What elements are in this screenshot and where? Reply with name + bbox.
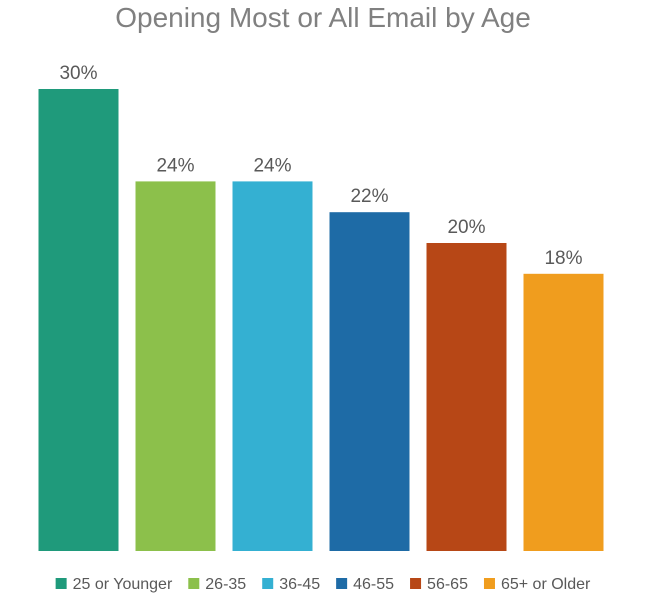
legend-item-26-35: 26-35 bbox=[188, 576, 246, 593]
legend-label: 25 or Younger bbox=[73, 576, 173, 593]
legend-item-36-45: 36-45 bbox=[262, 576, 320, 593]
bar-56-65 bbox=[426, 243, 507, 551]
legend-swatch bbox=[483, 578, 495, 589]
legend-swatch bbox=[410, 578, 422, 589]
data-label-56-65: 20% bbox=[447, 217, 485, 238]
legend: 25 or Younger 26-35 36-45 46-55 56-65 65+ or … bbox=[55, 576, 591, 593]
legend-swatch bbox=[336, 578, 348, 589]
data-labels-group: 30% 24% 24% 22% 20% 18% bbox=[59, 63, 582, 269]
data-label-36-45: 24% bbox=[253, 155, 291, 176]
bar-65-or-older bbox=[523, 273, 604, 551]
legend-item-46-55: 46-55 bbox=[336, 576, 394, 593]
bar-36-45 bbox=[232, 181, 313, 551]
legend-swatch bbox=[262, 578, 274, 589]
legend-label: 26-35 bbox=[205, 576, 246, 593]
data-label-26-35: 24% bbox=[156, 155, 194, 176]
data-label-65-or-older: 18% bbox=[544, 248, 582, 269]
data-label-46-55: 22% bbox=[350, 186, 388, 207]
legend-item-25-or-younger: 25 or Younger bbox=[55, 576, 173, 593]
bar-26-35 bbox=[135, 181, 216, 551]
legend-swatch bbox=[55, 578, 67, 589]
legend-item-56-65: 56-65 bbox=[410, 576, 468, 593]
bars-group bbox=[38, 89, 604, 551]
legend-label: 65+ or Older bbox=[501, 576, 591, 593]
chart-title: Opening Most or All Email by Age bbox=[115, 2, 531, 33]
legend-label: 46-55 bbox=[353, 576, 394, 593]
legend-label: 36-45 bbox=[279, 576, 320, 593]
legend-label: 56-65 bbox=[427, 576, 468, 593]
legend-item-65-or-older: 65+ or Older bbox=[483, 576, 591, 593]
bar-25-or-younger bbox=[38, 89, 119, 551]
bar-46-55 bbox=[329, 212, 410, 551]
legend-swatch bbox=[188, 578, 200, 589]
data-label-25-or-younger: 30% bbox=[59, 63, 97, 84]
